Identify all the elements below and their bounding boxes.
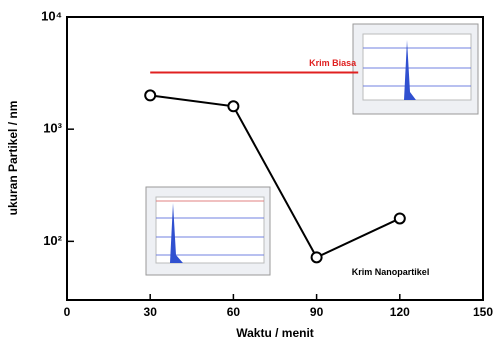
x-tick-label: 30 [144, 305, 158, 319]
chart: Waktu / menit ukuran Partikel / nm 0 30 60… [0, 0, 499, 343]
point [228, 101, 238, 111]
x-tick-label: 60 [227, 305, 241, 319]
point [145, 90, 155, 100]
x-tick-label: 90 [310, 305, 324, 319]
y-axis-label: ukuran Partikel / nm [6, 101, 20, 216]
point [395, 213, 405, 223]
x-axis-label: Waktu / menit [236, 326, 314, 340]
page: {"chart_data": {"type": "line", "log_y":… [0, 0, 499, 343]
inset-plot [353, 24, 478, 114]
y-tick-label: 10⁴ [41, 8, 62, 23]
series-label: Krim Nanopartikel [352, 267, 430, 277]
y-tick-label: 10³ [43, 121, 62, 136]
point [312, 252, 322, 262]
x-tick-label: 120 [390, 305, 410, 319]
inset-plot [146, 187, 270, 275]
x-tick-label: 0 [64, 305, 71, 319]
series-label: Krim Biasa [309, 58, 357, 68]
x-tick-label: 150 [473, 305, 493, 319]
inset-area [363, 34, 471, 100]
y-tick-label: 10² [43, 233, 62, 248]
